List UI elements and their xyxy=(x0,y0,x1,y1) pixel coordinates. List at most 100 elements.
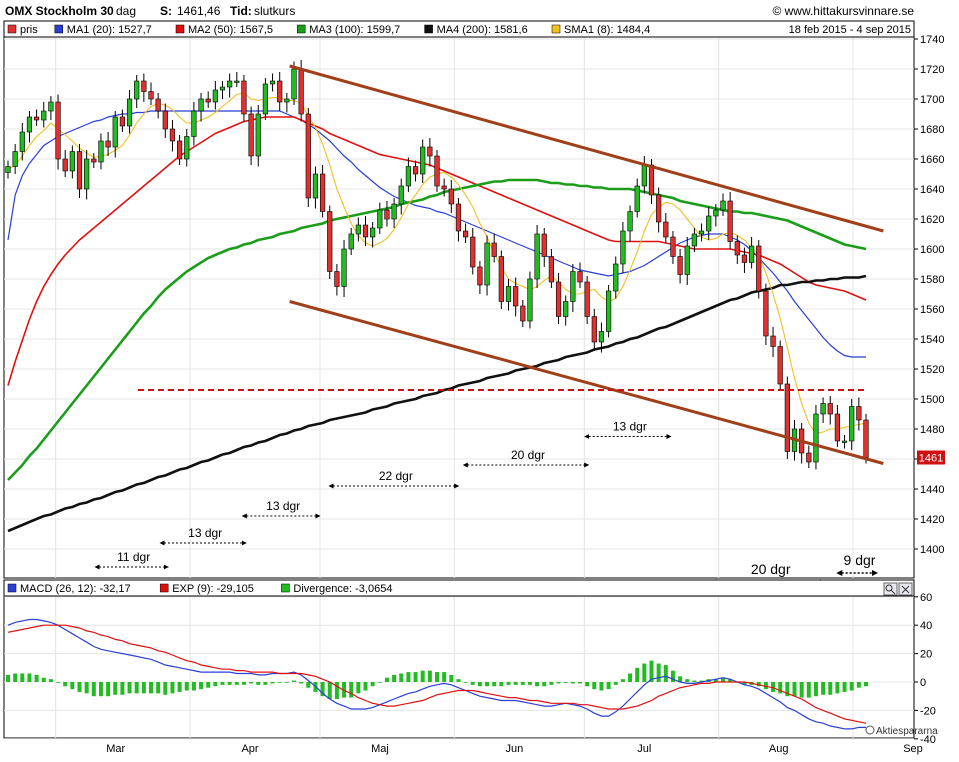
divergence-bar xyxy=(527,682,532,685)
macd-tick-label: -40 xyxy=(920,734,936,746)
month-label: Aug xyxy=(769,743,789,755)
trendlines xyxy=(138,64,884,465)
divergence-bar xyxy=(842,682,847,692)
candle-body xyxy=(706,215,712,232)
macd-tick-label: 0 xyxy=(920,677,926,689)
candle-body xyxy=(849,406,855,442)
divergence-bar xyxy=(542,682,547,687)
divergence-bar xyxy=(606,682,611,690)
price-tick-label: 1420 xyxy=(920,514,944,526)
legend-swatch xyxy=(296,24,306,34)
price-tick-label: 1620 xyxy=(920,214,944,226)
divergence-bar xyxy=(513,682,518,685)
divergence-bar xyxy=(821,682,826,695)
divergence-bar xyxy=(106,682,111,697)
candle-body xyxy=(427,146,433,157)
divergence-bar xyxy=(327,682,332,700)
candle-body xyxy=(820,403,826,415)
divergence-bar xyxy=(91,682,96,697)
candle-body xyxy=(33,116,40,121)
candle-body xyxy=(119,116,125,127)
date-axis: Mar Apr Maj Jun Jul Aug Sep xyxy=(106,743,923,755)
divergence-bar xyxy=(284,682,289,683)
candlesticks xyxy=(5,60,869,470)
divergence-bar xyxy=(77,682,82,692)
divergence-bar xyxy=(170,682,175,694)
macd-axis: 60 40 20 0 -20 -40 xyxy=(914,592,936,746)
divergence-bar xyxy=(599,682,604,691)
duration-label: 20 dgr xyxy=(511,448,545,462)
duration-label: 13 dgr xyxy=(188,526,222,540)
main-grid xyxy=(4,37,914,578)
candle-body xyxy=(663,221,669,238)
divergence-bar xyxy=(413,672,418,682)
divergence-bar xyxy=(549,682,554,685)
divergence-bar xyxy=(163,682,168,695)
macd-line xyxy=(7,618,866,730)
price-tick-label: 1660 xyxy=(920,154,944,166)
divergence-bar xyxy=(213,682,218,687)
duration-label: 13 dgr xyxy=(266,499,300,513)
candle-body xyxy=(227,80,233,88)
candle-body xyxy=(362,224,369,238)
price-tick-label: 1680 xyxy=(920,124,944,136)
legend-swatch xyxy=(424,24,433,34)
candle-body xyxy=(677,256,683,275)
price-tick-label: 1560 xyxy=(920,304,944,316)
upper-trend-line xyxy=(289,64,884,233)
candle-body xyxy=(520,305,526,322)
divergence-bar xyxy=(578,682,582,684)
price-tick-label: 1440 xyxy=(920,484,944,496)
candle-body xyxy=(212,89,218,103)
candle-body xyxy=(434,155,440,187)
candle-body xyxy=(834,413,840,442)
divergence-bar xyxy=(120,682,125,695)
candle-body xyxy=(584,281,590,317)
divergence-bar xyxy=(656,663,661,682)
candle-body xyxy=(248,113,254,157)
zoom-tool-icon[interactable] xyxy=(883,582,898,596)
annotations: 11 dgr 13 dgr 13 dgr 22 dgr 20 dgr 13 dgr 20 d… xyxy=(94,420,878,585)
legend-label: MA2 (50): 1567,5 xyxy=(188,24,273,36)
divergence-bar xyxy=(728,679,733,682)
divergence-bar xyxy=(771,682,776,692)
candle-body xyxy=(656,194,662,223)
candle-body xyxy=(298,68,304,115)
divergence-bar xyxy=(141,682,146,694)
macd-tick-label: -20 xyxy=(920,705,936,717)
divergence-bar xyxy=(20,673,25,682)
candle-body xyxy=(312,173,319,199)
candle-body xyxy=(491,242,497,257)
divergence-bar xyxy=(592,682,597,690)
candle-body xyxy=(613,263,619,292)
candle-body xyxy=(391,203,397,220)
legend-swatch xyxy=(54,24,64,34)
last-price-text: 1461 xyxy=(919,453,943,465)
main-plot-frame xyxy=(3,20,915,579)
candle-body xyxy=(720,200,726,211)
legend-swatch xyxy=(7,24,17,34)
month-label: Mar xyxy=(106,743,125,755)
divergence-bar xyxy=(563,682,568,683)
divergence-bar xyxy=(27,673,32,682)
candle-body xyxy=(105,140,111,148)
candle-body xyxy=(205,98,211,103)
candle-body xyxy=(134,80,140,100)
duration-label: 22 dgr xyxy=(379,469,413,483)
candle-body xyxy=(91,158,97,163)
candle-body xyxy=(806,452,812,463)
close-panel-icon[interactable] xyxy=(898,582,913,596)
divergence-bar xyxy=(635,667,640,682)
candle-body xyxy=(477,266,483,286)
candle-body xyxy=(713,209,719,217)
main-legend xyxy=(3,20,915,38)
divergence-bar xyxy=(849,682,854,691)
candle-body xyxy=(384,209,390,220)
candle-body xyxy=(420,146,426,175)
divergence-bar xyxy=(778,682,783,694)
divergence-bar xyxy=(620,679,625,682)
divergence-bar xyxy=(370,682,375,687)
divergence-bar xyxy=(227,682,232,685)
price-tick-label: 1640 xyxy=(920,184,944,196)
divergence-bar xyxy=(649,660,654,682)
